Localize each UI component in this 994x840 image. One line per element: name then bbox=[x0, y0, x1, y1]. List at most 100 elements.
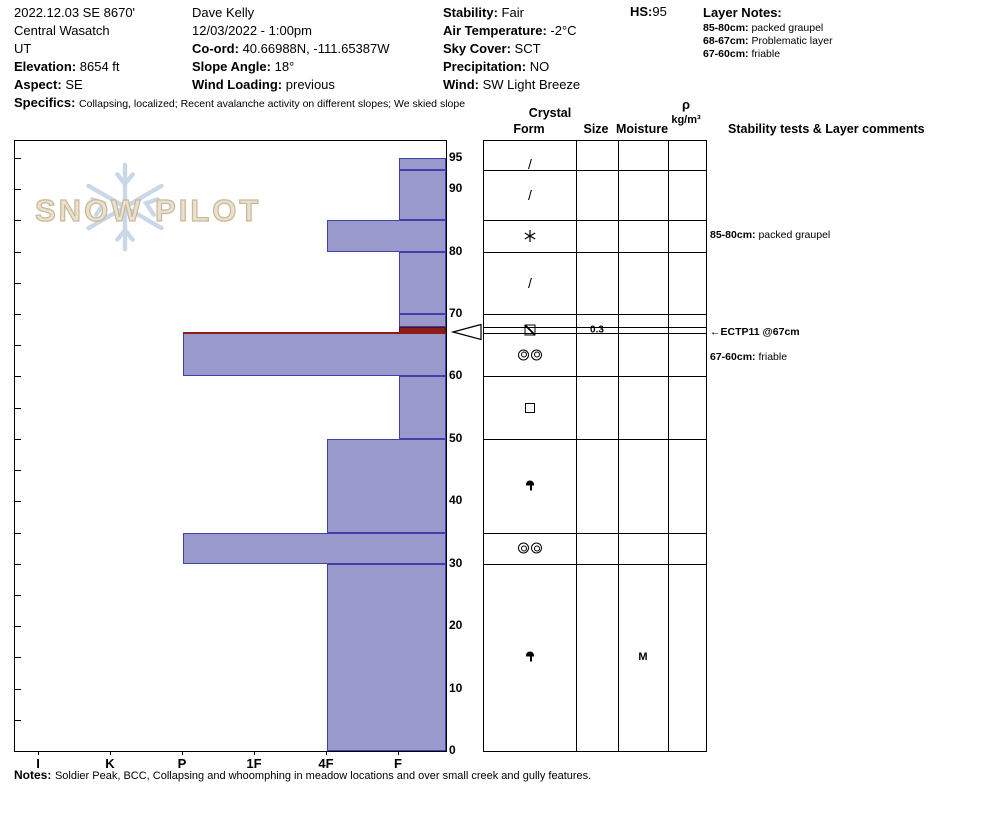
grain-table-row-divider bbox=[484, 326, 706, 328]
crystal-symbol-rounds bbox=[517, 349, 543, 361]
air-temp-line: Air Temperature: -2°C bbox=[443, 22, 580, 40]
state: UT bbox=[14, 41, 32, 56]
elevation-line: Elevation: 8654 ft bbox=[14, 58, 135, 76]
slope-angle-value: 18° bbox=[274, 59, 295, 74]
elevation-label: Elevation: bbox=[14, 59, 77, 74]
layer-bar bbox=[399, 170, 446, 221]
x-axis-tick bbox=[398, 751, 399, 755]
stability-value: Fair bbox=[501, 5, 524, 20]
hardness-chart: SNOW PILOT bbox=[14, 140, 447, 752]
layer-note-text: friable bbox=[748, 48, 781, 60]
mixed-facet-grain-icon bbox=[524, 324, 536, 336]
grain-table-row-divider bbox=[484, 170, 706, 172]
air-temp-value: -2°C bbox=[550, 23, 577, 38]
hardness-label: I bbox=[36, 756, 40, 771]
grain-table-column-divider bbox=[576, 141, 577, 751]
comment-text: packed graupel bbox=[755, 229, 831, 242]
layer-note-item: 85-80cm: packed graupel bbox=[703, 22, 833, 35]
y-axis-label: 0 bbox=[449, 743, 456, 757]
aspect-value: SE bbox=[65, 77, 83, 92]
hardness-label: 1F bbox=[246, 756, 262, 771]
layer-comment: 85-80cm: packed graupel bbox=[710, 228, 830, 242]
air-temp-label: Air Temperature: bbox=[443, 23, 547, 38]
x-axis-tick bbox=[254, 751, 255, 755]
y-axis-tick bbox=[15, 626, 21, 628]
ect-test-marker-flag bbox=[451, 323, 482, 341]
grain-table-row-divider bbox=[484, 376, 706, 378]
slope-angle-label: Slope Angle: bbox=[192, 59, 271, 74]
wind-loading-value: previous bbox=[285, 77, 335, 92]
star-crystal-icon bbox=[524, 230, 536, 243]
y-axis-tick bbox=[15, 532, 21, 534]
x-axis-tick bbox=[38, 751, 39, 755]
layer-note-text: Problematic layer bbox=[748, 35, 833, 47]
layer-bar bbox=[399, 158, 446, 171]
crystal-symbol-star bbox=[524, 230, 537, 243]
y-axis-label: 30 bbox=[449, 555, 463, 570]
layer-note-range: 68-67cm: bbox=[703, 35, 749, 47]
y-axis-tick bbox=[15, 501, 21, 503]
grain-table-row-divider bbox=[484, 563, 706, 565]
comment-bold-text: 67-60cm: bbox=[710, 350, 756, 363]
y-axis-tick bbox=[15, 376, 21, 378]
y-axis-label: 40 bbox=[449, 493, 463, 508]
density-symbol-header: ρ bbox=[681, 97, 691, 112]
precip-line: Precipitation: NO bbox=[443, 58, 580, 76]
precip-value: NO bbox=[529, 59, 550, 74]
stability-label: Stability: bbox=[443, 5, 498, 20]
y-axis-tick bbox=[15, 251, 21, 253]
specifics-line: Specifics: Collapsing, localized; Recent… bbox=[14, 95, 465, 110]
round-grain-icon bbox=[518, 542, 529, 554]
specifics-text: Collapsing, localized; Recent avalanche … bbox=[79, 98, 466, 110]
y-axis-tick bbox=[15, 657, 21, 659]
y-axis-tick bbox=[15, 438, 21, 440]
y-axis-label: 50 bbox=[449, 430, 463, 445]
slope-angle-line: Slope Angle: 18° bbox=[192, 58, 390, 76]
layer-bar bbox=[327, 220, 446, 252]
round-grain-icon bbox=[518, 349, 529, 361]
notes-label: Notes: bbox=[14, 768, 52, 782]
comments-column-header: Stability tests & Layer comments bbox=[728, 122, 925, 136]
wind-line: Wind: SW Light Breeze bbox=[443, 76, 580, 94]
layer-bar bbox=[183, 532, 446, 564]
notes-text: Soldier Peak, BCC, Collapsing and whoomp… bbox=[54, 770, 592, 782]
sky-cover-line: Sky Cover: SCT bbox=[443, 40, 580, 58]
x-axis-tick bbox=[182, 751, 183, 755]
size-column-header: Size bbox=[583, 122, 609, 136]
sky-cover-label: Sky Cover: bbox=[443, 41, 511, 56]
wind-value: SW Light Breeze bbox=[482, 77, 581, 92]
y-axis-label: 80 bbox=[449, 243, 463, 258]
layer-notes-block: Layer Notes: 85-80cm: packed graupel 68-… bbox=[703, 4, 833, 61]
crystal-symbol-facet bbox=[525, 402, 535, 413]
y-axis-tick bbox=[15, 189, 21, 191]
layer-comment: 67-60cm: friable bbox=[710, 350, 787, 364]
y-axis-tick bbox=[15, 314, 21, 316]
coord-value: 40.66988N, -111.65387W bbox=[242, 41, 390, 56]
region: Central Wasatch bbox=[14, 23, 110, 38]
header-col-location: 2022.12.03 SE 8670' Central Wasatch UT E… bbox=[14, 4, 135, 94]
y-axis-label: 90 bbox=[449, 181, 463, 196]
grain-size-value: 0.3 bbox=[590, 324, 604, 336]
header-col-conditions: Stability: Fair Air Temperature: -2°C Sk… bbox=[443, 4, 580, 94]
pit-title: 2022.12.03 SE 8670' bbox=[14, 5, 136, 20]
wind-loading-line: Wind Loading: previous bbox=[192, 76, 390, 94]
x-axis-tick bbox=[110, 751, 111, 755]
y-axis-label: 20 bbox=[449, 618, 463, 633]
grain-table-row-divider bbox=[484, 532, 706, 534]
layer-bar bbox=[327, 438, 446, 533]
crystal-symbol-slash: / bbox=[528, 187, 532, 204]
layer-bar bbox=[399, 376, 446, 439]
facet-grain-icon bbox=[525, 402, 535, 413]
notes-line: Notes: Soldier Peak, BCC, Collapsing and… bbox=[14, 767, 591, 782]
y-axis-label: 60 bbox=[449, 368, 463, 383]
layer-note-range: 85-80cm: bbox=[703, 22, 749, 34]
layer-note-item: 68-67cm: Problematic layer bbox=[703, 35, 833, 48]
crystal-group-header: Crystal bbox=[528, 106, 572, 120]
left-arrow-icon: ← bbox=[710, 325, 721, 338]
y-axis-labels: 95 90 80 70 60 50 40 30 20 10 0 bbox=[449, 140, 479, 757]
header-col-observer: Dave Kelly 12/03/2022 - 1:00pm Co-ord: 4… bbox=[192, 4, 390, 94]
layer-note-text: packed graupel bbox=[748, 22, 824, 34]
comment-bold-text: ECTP11 @67cm bbox=[720, 325, 800, 338]
crystal-symbol-cup bbox=[525, 651, 535, 663]
crystal-symbol-rounds bbox=[517, 542, 543, 554]
